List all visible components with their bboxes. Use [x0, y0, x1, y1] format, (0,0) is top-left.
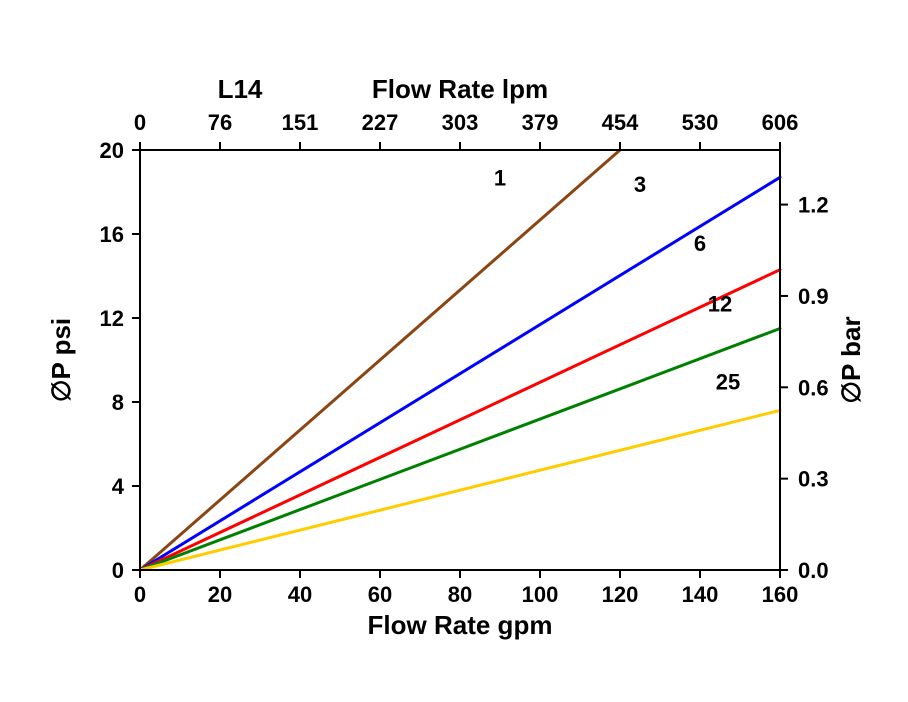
y-left-tick-label: 8 — [112, 390, 124, 415]
y-right-tick-label: 0.6 — [798, 375, 829, 400]
y-right-tick-label: 0.3 — [798, 467, 829, 492]
x-bottom-tick-label: 60 — [368, 582, 392, 607]
y-left-tick-label: 20 — [100, 138, 124, 163]
x-top-tick-label: 303 — [442, 110, 479, 135]
y-right-tick-label: 0.0 — [798, 558, 829, 583]
x-bottom-axis-label: Flow Rate gpm — [368, 610, 553, 640]
y-left-tick-label: 16 — [100, 222, 124, 247]
x-top-tick-label: 151 — [282, 110, 319, 135]
y-left-tick-label: 4 — [112, 474, 125, 499]
x-top-tick-label: 379 — [522, 110, 559, 135]
x-bottom-tick-label: 160 — [762, 582, 799, 607]
series-label-3: 3 — [634, 172, 646, 197]
pressure-flow-chart: 020406080100120140160Flow Rate gpm076151… — [0, 0, 908, 702]
x-bottom-tick-label: 20 — [208, 582, 232, 607]
series-label-6: 6 — [694, 231, 706, 256]
x-top-tick-label: 606 — [762, 110, 799, 135]
x-top-tick-label: 76 — [208, 110, 232, 135]
corner-label: L14 — [218, 74, 263, 104]
x-bottom-tick-label: 100 — [522, 582, 559, 607]
y-right-axis-label: ∅P bar — [836, 316, 866, 403]
y-left-axis-label: ∅P psi — [46, 318, 76, 402]
x-top-tick-label: 530 — [682, 110, 719, 135]
series-label-25: 25 — [716, 369, 740, 394]
x-bottom-tick-label: 120 — [602, 582, 639, 607]
x-bottom-tick-label: 40 — [288, 582, 312, 607]
x-bottom-tick-label: 140 — [682, 582, 719, 607]
x-top-axis-label: Flow Rate lpm — [372, 74, 548, 104]
chart-container: 020406080100120140160Flow Rate gpm076151… — [0, 0, 908, 702]
series-label-12: 12 — [708, 292, 732, 317]
x-top-tick-label: 454 — [602, 110, 639, 135]
x-bottom-tick-label: 80 — [448, 582, 472, 607]
x-top-tick-label: 0 — [134, 110, 146, 135]
y-right-tick-label: 0.9 — [798, 284, 829, 309]
x-bottom-tick-label: 0 — [134, 582, 146, 607]
y-left-tick-label: 12 — [100, 306, 124, 331]
y-right-tick-label: 1.2 — [798, 193, 829, 218]
series-label-1: 1 — [494, 166, 506, 191]
x-top-tick-label: 227 — [362, 110, 399, 135]
y-left-tick-label: 0 — [112, 558, 124, 583]
